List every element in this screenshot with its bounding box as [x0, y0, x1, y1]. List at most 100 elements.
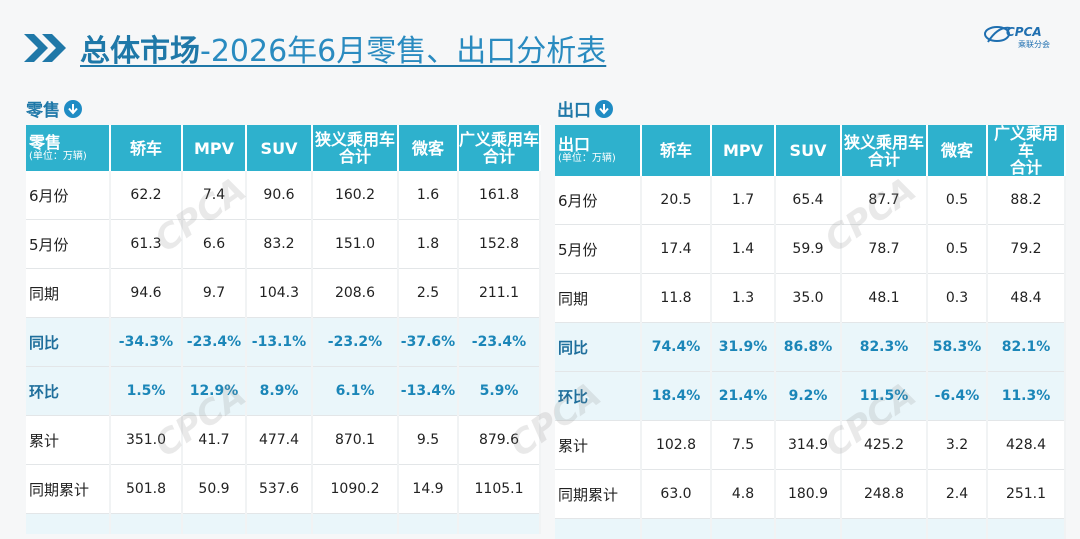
table-cell: 11.5%	[841, 372, 927, 421]
export-section-text: 出口	[557, 96, 591, 121]
table-cell: 65.4	[775, 176, 841, 225]
table-cell: 501.8	[110, 465, 182, 514]
table-header-row: 出口 (单位：万辆) 轿车 MPV SUV 狭义乘用车 合计 微客 广义乘用车 …	[555, 125, 1065, 176]
table-cell: 94.6	[110, 269, 182, 318]
row-label: 6月份	[26, 171, 110, 220]
col-header: 广义乘用车 合计	[987, 125, 1065, 176]
arrow-down-circle-icon	[595, 100, 613, 118]
table-cell: 1.4	[711, 225, 775, 274]
table-cell: 14.9	[398, 465, 458, 514]
table-cell: 79.2	[987, 225, 1065, 274]
table-cell: 87.7	[841, 176, 927, 225]
retail-section-text: 零售	[26, 96, 60, 121]
table-cell: 6.6	[182, 220, 246, 269]
cpca-logo: CPCA 乘联分会	[984, 22, 1060, 50]
table-cell: 1.5%	[110, 367, 182, 416]
table-cell: 83.2	[246, 220, 312, 269]
table-cell: 351.0	[110, 416, 182, 465]
table-cell: 7.4	[182, 171, 246, 220]
export-header-title: 出口	[558, 135, 590, 154]
table-cell: 211.1	[458, 269, 540, 318]
table-cell-empty	[987, 519, 1065, 539]
row-label: 5月份	[26, 220, 110, 269]
table-cell: 879.6	[458, 416, 540, 465]
table-cell: 8.9%	[246, 367, 312, 416]
table-cell-empty	[641, 519, 711, 539]
row-label: 5月份	[555, 225, 641, 274]
table-cell: 9.2%	[775, 372, 841, 421]
table-cell: 251.1	[987, 470, 1065, 519]
row-label: 同期累计	[555, 470, 641, 519]
table-cell: 21.4%	[711, 372, 775, 421]
table-cell: -23.2%	[312, 318, 398, 367]
table-cell: -37.6%	[398, 318, 458, 367]
retail-table: 零售 (单位：万辆) 轿车 MPV SUV 狭义乘用车 合计 微客 广义乘用车 …	[26, 125, 541, 534]
col-header: MPV	[182, 125, 246, 171]
table-cell-empty	[927, 519, 987, 539]
table-cell-empty	[775, 519, 841, 539]
table-cell: 9.5	[398, 416, 458, 465]
export-table: 出口 (单位：万辆) 轿车 MPV SUV 狭义乘用车 合计 微客 广义乘用车 …	[555, 125, 1066, 539]
col-header: SUV	[246, 125, 312, 171]
row-label: 环比	[555, 372, 641, 421]
table-cell: 62.2	[110, 171, 182, 220]
table-cell: 82.3%	[841, 323, 927, 372]
table-cell: 74.4%	[641, 323, 711, 372]
table-cell-empty	[555, 519, 641, 539]
table-cell: 2.4	[927, 470, 987, 519]
table-cell: 161.8	[458, 171, 540, 220]
page-title-main: 总体市场	[80, 34, 200, 69]
title-bar: 总体市场-2026年6月零售、出口分析表	[22, 26, 606, 70]
arrow-down-circle-icon	[64, 100, 82, 118]
table-cell-empty	[711, 519, 775, 539]
svg-text:乘联分会: 乘联分会	[1018, 39, 1050, 49]
col-header: 狭义乘用车 合计	[841, 125, 927, 176]
col-header: 微客	[398, 125, 458, 171]
table-cell: 20.5	[641, 176, 711, 225]
table-cell: 18.4%	[641, 372, 711, 421]
row-label: 同比	[26, 318, 110, 367]
table-cell: 78.7	[841, 225, 927, 274]
table-cell: 160.2	[312, 171, 398, 220]
col-header: 广义乘用车 合计	[458, 125, 540, 171]
col-header: 微客	[927, 125, 987, 176]
retail-section-label: 零售	[26, 96, 82, 121]
double-chevron-right-icon	[22, 32, 70, 64]
table-cell: 48.1	[841, 274, 927, 323]
row-label: 6月份	[555, 176, 641, 225]
table-cell: 180.9	[775, 470, 841, 519]
table-cell: 870.1	[312, 416, 398, 465]
table-cell: 59.9	[775, 225, 841, 274]
table-cell: 1.7	[711, 176, 775, 225]
row-label: 同期累计	[26, 465, 110, 514]
svg-text:CPCA: CPCA	[1006, 25, 1042, 39]
table-cell: 48.4	[987, 274, 1065, 323]
table-cell: 0.5	[927, 176, 987, 225]
table-cell: 88.2	[987, 176, 1065, 225]
unit-label: (单位：万辆)	[29, 151, 109, 163]
table-cell: 0.3	[927, 274, 987, 323]
table-cell: -13.1%	[246, 318, 312, 367]
col-header: MPV	[711, 125, 775, 176]
table-cell: 1105.1	[458, 465, 540, 514]
table-cell: 1.8	[398, 220, 458, 269]
table-cell: 208.6	[312, 269, 398, 318]
table-cell: 86.8%	[775, 323, 841, 372]
table-cell: 11.8	[641, 274, 711, 323]
table-cell: 17.4	[641, 225, 711, 274]
table-cell: 61.3	[110, 220, 182, 269]
table-cell: -34.3%	[110, 318, 182, 367]
table-cell: 0.5	[927, 225, 987, 274]
row-label: 同期	[26, 269, 110, 318]
table-cell: 90.6	[246, 171, 312, 220]
table-cell: -23.4%	[182, 318, 246, 367]
row-label: 同期	[555, 274, 641, 323]
